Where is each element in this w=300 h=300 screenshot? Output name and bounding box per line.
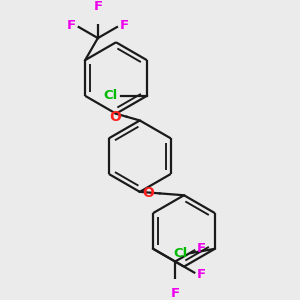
Text: F: F — [171, 287, 180, 300]
Text: O: O — [143, 186, 154, 200]
Text: F: F — [120, 19, 129, 32]
Text: F: F — [93, 0, 102, 13]
Text: Cl: Cl — [173, 247, 188, 260]
Text: O: O — [110, 110, 122, 124]
Text: F: F — [67, 19, 76, 32]
Text: F: F — [197, 268, 206, 281]
Text: Cl: Cl — [104, 89, 118, 102]
Text: F: F — [197, 242, 206, 255]
